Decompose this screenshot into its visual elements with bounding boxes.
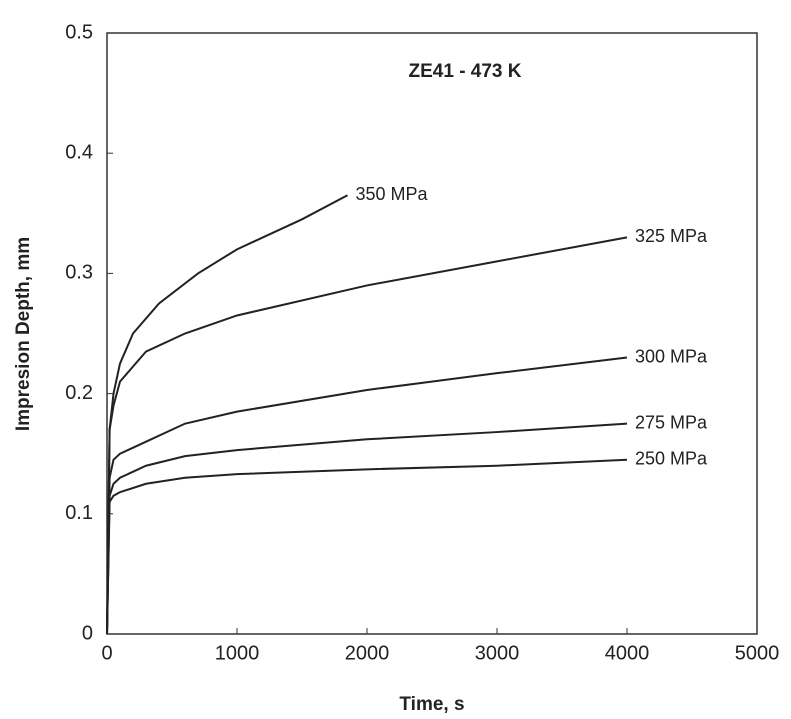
series-label: 275 MPa	[635, 412, 708, 432]
data-line	[106, 236, 628, 635]
x-tick-label: 4000	[605, 642, 650, 664]
data-line	[106, 458, 628, 635]
x-tick-label: 2000	[345, 642, 390, 664]
series-label: 325 MPa	[635, 226, 708, 246]
y-tick-label: 0.2	[65, 382, 93, 404]
series-label: 350 MPa	[356, 184, 429, 204]
y-axis-label: Impresion Depth, mm	[13, 237, 34, 431]
y-tick-label: 0.5	[65, 21, 93, 43]
series-label: 250 MPa	[635, 448, 708, 468]
data-line	[106, 422, 628, 635]
chart-title: ZE41 - 473 K	[409, 61, 522, 82]
x-tick-label: 5000	[735, 642, 780, 664]
x-tick-label: 0	[101, 642, 112, 664]
plot-frame	[106, 32, 758, 635]
y-tick-label: 0.1	[65, 502, 93, 524]
x-axis-label: Time, s	[399, 694, 464, 715]
x-tick-label: 3000	[475, 642, 520, 664]
data-line	[106, 356, 628, 635]
y-tick-label: 0.4	[65, 141, 93, 163]
y-tick-label: 0.3	[65, 262, 93, 284]
y-tick-label: 0	[82, 622, 93, 644]
x-tick-label: 1000	[215, 642, 260, 664]
series-label: 300 MPa	[635, 346, 708, 366]
